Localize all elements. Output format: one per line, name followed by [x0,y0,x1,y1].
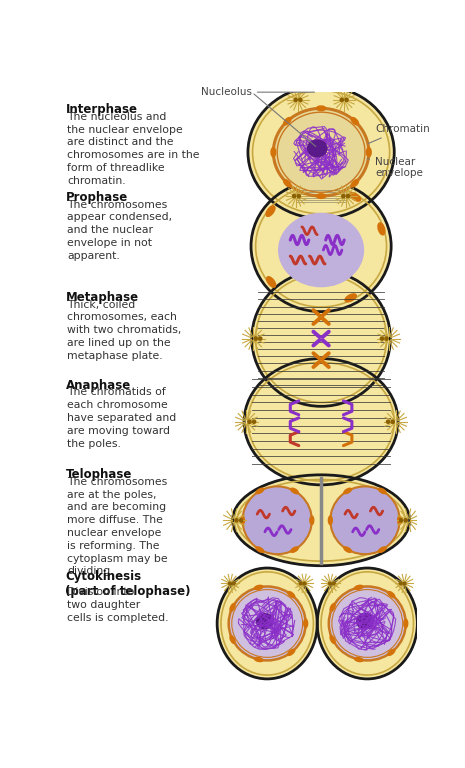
Ellipse shape [284,180,291,187]
Circle shape [391,420,394,423]
Ellipse shape [279,214,364,286]
Ellipse shape [357,614,373,629]
Ellipse shape [243,486,312,554]
Ellipse shape [291,488,299,494]
Ellipse shape [330,486,399,554]
Text: Cytokinesis
(part of telophase): Cytokinesis (part of telophase) [66,570,191,598]
Ellipse shape [329,587,406,660]
Circle shape [404,518,407,522]
Ellipse shape [288,591,295,598]
Text: Chromatin: Chromatin [368,124,430,144]
Ellipse shape [273,108,369,196]
Ellipse shape [351,180,359,187]
Circle shape [297,194,300,197]
Ellipse shape [308,140,327,157]
Ellipse shape [284,118,291,125]
Circle shape [342,194,345,197]
Ellipse shape [266,276,276,287]
Text: Nucleolus: Nucleolus [201,87,314,98]
Ellipse shape [404,619,408,627]
Ellipse shape [271,147,276,157]
Ellipse shape [217,568,317,679]
Ellipse shape [344,547,352,552]
Circle shape [254,337,257,340]
Ellipse shape [378,223,385,235]
Ellipse shape [398,516,402,525]
Ellipse shape [317,568,418,679]
Text: Prophase: Prophase [66,190,128,204]
Ellipse shape [229,587,306,660]
Text: Thick, coiled
chromosomes, each
with two chromatids,
are lined up on the
metapha: Thick, coiled chromosomes, each with two… [67,300,181,361]
Ellipse shape [304,619,308,627]
Text: The nucleolus and
the nuclear envelope
are distinct and the
chromosomes are in t: The nucleolus and the nuclear envelope a… [67,112,199,186]
Ellipse shape [317,194,326,198]
Circle shape [248,420,251,423]
Ellipse shape [366,147,371,157]
Ellipse shape [256,614,273,629]
Ellipse shape [251,180,391,312]
Circle shape [399,582,402,584]
Ellipse shape [254,657,263,661]
Ellipse shape [288,649,295,655]
Ellipse shape [388,649,395,655]
Text: The chromosomes
appear condensed,
and the nuclear
envelope in not
apparent.: The chromosomes appear condensed, and th… [67,200,172,261]
Ellipse shape [256,488,264,494]
Ellipse shape [355,585,363,590]
Circle shape [386,420,390,423]
Circle shape [259,337,262,340]
Ellipse shape [317,106,326,111]
Ellipse shape [345,294,356,302]
Ellipse shape [350,193,361,201]
Text: Metaphase: Metaphase [66,291,139,304]
Circle shape [292,194,296,197]
Ellipse shape [230,636,235,644]
Ellipse shape [328,516,332,525]
Circle shape [294,98,297,101]
Ellipse shape [344,488,352,494]
Ellipse shape [232,475,410,566]
Circle shape [299,98,302,101]
Circle shape [235,518,238,522]
Ellipse shape [379,547,386,552]
Circle shape [399,518,403,522]
Ellipse shape [256,547,264,552]
Ellipse shape [379,488,386,494]
Ellipse shape [254,585,263,590]
Text: Anaphase: Anaphase [66,379,131,392]
Circle shape [252,420,256,423]
Ellipse shape [244,359,398,485]
Circle shape [228,582,231,584]
Ellipse shape [330,604,335,611]
Ellipse shape [266,206,275,217]
Ellipse shape [351,118,359,125]
Text: Interphase: Interphase [66,103,138,116]
Ellipse shape [310,516,314,525]
Circle shape [345,98,348,101]
Ellipse shape [388,591,395,598]
Text: Telophase: Telophase [66,468,132,481]
Circle shape [239,518,243,522]
Ellipse shape [240,516,245,525]
Text: Division into
two daughter
cells is completed.: Division into two daughter cells is comp… [67,588,168,623]
Circle shape [332,582,335,584]
Text: Nuclear
envelope: Nuclear envelope [367,157,423,178]
Circle shape [232,582,235,584]
Circle shape [299,582,302,584]
Circle shape [303,582,306,584]
Circle shape [340,98,344,101]
Ellipse shape [355,657,363,661]
Circle shape [329,582,331,584]
Ellipse shape [330,636,335,644]
Ellipse shape [291,547,299,552]
Circle shape [385,337,388,340]
Circle shape [380,337,384,340]
Ellipse shape [252,271,391,406]
Circle shape [346,194,350,197]
Text: The chromatids of
each chromosome
have separated and
are moving toward
the poles: The chromatids of each chromosome have s… [67,387,176,449]
Circle shape [403,582,406,584]
Text: The chromosomes
are at the poles,
and are becoming
more diffuse. The
nuclear env: The chromosomes are at the poles, and ar… [67,477,167,576]
Ellipse shape [248,86,394,218]
Ellipse shape [230,604,235,611]
